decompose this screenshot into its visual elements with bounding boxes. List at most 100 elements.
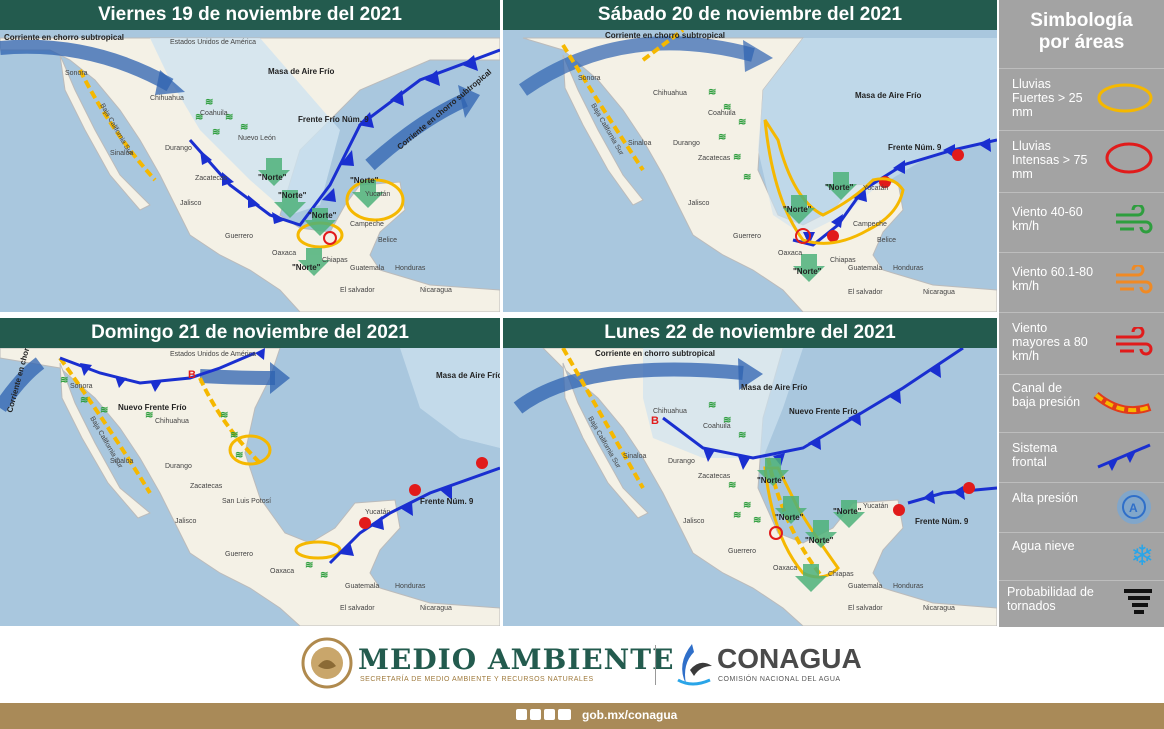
- warm-front-semicircles: [827, 149, 964, 242]
- map-label: Sonora: [578, 75, 601, 82]
- svg-text:≋: ≋: [708, 87, 716, 98]
- map-label: Guatemala: [848, 265, 882, 272]
- legend-item: Alta presión A: [999, 482, 1164, 531]
- air-mass-label: Masa de Aire Frío: [268, 67, 335, 76]
- norte-arrows: [258, 158, 384, 276]
- map-label: Durango: [165, 463, 192, 470]
- map-label: Coahuila: [708, 110, 736, 117]
- map-label: Honduras: [395, 583, 426, 590]
- norte-label: "Norte": [258, 173, 287, 182]
- trough-line: [561, 347, 645, 489]
- cold-front-triangles: [200, 55, 478, 224]
- map-label: El salvador: [340, 605, 375, 612]
- jet-stream-arrow: [0, 39, 174, 92]
- map-label: Guatemala: [350, 265, 384, 272]
- map-label: Durango: [668, 458, 695, 465]
- map-label: Nicaragua: [923, 289, 955, 296]
- air-mass-label: Masa de Aire Frío: [741, 383, 808, 392]
- panel-title: Sábado 20 de noviembre del 2021: [503, 0, 997, 30]
- instagram-icon[interactable]: [544, 709, 555, 720]
- svg-text:≋: ≋: [235, 450, 243, 461]
- svg-text:≋: ≋: [145, 410, 153, 421]
- map-label: Yucatán: [365, 191, 390, 198]
- panel-title: Domingo 21 de noviembre del 2021: [0, 318, 500, 348]
- svg-text:≋: ≋: [320, 570, 328, 581]
- legend-label: Lluvias Fuertes > 25 mm: [1012, 77, 1083, 119]
- map-label: Yucatán: [863, 503, 888, 510]
- low-pressure-label: B: [651, 415, 659, 427]
- map-label: Nuevo León: [238, 135, 276, 142]
- map-label: Campeche: [350, 221, 384, 228]
- legend-item: Probabilidad de tornados: [999, 580, 1164, 627]
- map-label: Belice: [378, 237, 397, 244]
- legend-item: Lluvias Intensas > 75 mm: [999, 130, 1164, 191]
- legend-label: Alta presión: [1012, 491, 1079, 505]
- svg-text:≋: ≋: [743, 500, 751, 511]
- map-label: Coahuila: [200, 110, 228, 117]
- norte-label: "Norte": [825, 183, 854, 192]
- map-label: Guatemala: [848, 583, 882, 590]
- tornado-icon: [1124, 589, 1152, 614]
- mexico-seal-logo: [301, 637, 353, 689]
- map-label: Chiapas: [322, 257, 348, 264]
- cold-front-line: [59, 351, 256, 385]
- map-label: El salvador: [848, 605, 883, 612]
- legend-label: Viento mayores a 80 km/h: [1012, 321, 1088, 363]
- front-label: Frente Frío Núm. 9: [298, 115, 369, 124]
- cold-air-mass: [758, 38, 997, 235]
- legend-label: Canal de baja presión: [1012, 381, 1081, 409]
- jet-stream-arrow: [513, 362, 744, 414]
- legend-panel: Simbología por áreas Lluvias Fuertes > 2…: [999, 0, 1164, 627]
- forecast-panel-friday: Viernes 19 de noviembre del 2021 ≋ ≋ ≋ ≋ ≋: [0, 0, 500, 312]
- map-label: Oaxaca: [270, 568, 294, 575]
- map-label: Yucatán: [863, 185, 888, 192]
- wind-symbols: ≋≋≋≋≋≋≋: [708, 400, 761, 526]
- svg-text:≋: ≋: [225, 112, 233, 123]
- front-label: Frente Núm. 9: [420, 497, 474, 506]
- jet-stream-arrow-2: [0, 357, 45, 412]
- svg-text:≋: ≋: [205, 97, 213, 108]
- norte-label: "Norte": [757, 476, 786, 485]
- svg-text:≋: ≋: [738, 117, 746, 128]
- jet-stream-label: Corriente en chorro subtropical: [396, 67, 494, 151]
- map-label: Estados Unidos de América: [170, 39, 256, 46]
- jet-stream-label: Corriente en chorro subtropical: [605, 31, 725, 40]
- svg-text:≋: ≋: [733, 152, 741, 163]
- svg-text:≋: ≋: [60, 375, 68, 386]
- jet-stream-arrowhead: [155, 70, 185, 95]
- svg-text:≋: ≋: [195, 112, 203, 123]
- red-ellipse-icon: [1105, 142, 1153, 174]
- norte-label: "Norte": [350, 176, 379, 185]
- jet-stream-arrowhead: [743, 40, 773, 72]
- cold-air-mass: [150, 38, 340, 215]
- front-label: Nuevo Frente Frío: [789, 407, 858, 416]
- map-label: Chiapas: [828, 571, 854, 578]
- svg-text:≋: ≋: [80, 395, 88, 406]
- rain-area: [763, 119, 905, 245]
- youtube-icon[interactable]: [558, 709, 571, 720]
- legend-item: Canal de baja presión: [999, 374, 1164, 431]
- map-label: Nicaragua: [923, 605, 955, 612]
- map-label: Estados Unidos de América: [170, 351, 256, 358]
- wind-symbols: ≋≋≋≋≋: [195, 97, 248, 138]
- legend-item: Lluvias Fuertes > 25 mm: [999, 68, 1164, 129]
- facebook-icon[interactable]: [516, 709, 527, 720]
- green-wind-icon: [1116, 205, 1153, 234]
- svg-text:≋: ≋: [305, 560, 313, 571]
- map-label: Honduras: [893, 583, 924, 590]
- twitter-icon[interactable]: [530, 709, 541, 720]
- map-label: Durango: [165, 145, 192, 152]
- front-label: Frente Núm. 9: [915, 517, 969, 526]
- map-label: Sinaloa: [628, 140, 651, 147]
- website-link[interactable]: gob.mx/conagua: [582, 708, 678, 722]
- legend-label: Agua nieve: [1012, 539, 1075, 553]
- bottom-bar: [0, 703, 1164, 729]
- rain-area: [294, 540, 342, 560]
- map-label: El salvador: [340, 287, 375, 294]
- logo-divider: [655, 645, 656, 685]
- map-label: Jalisco: [683, 518, 705, 525]
- map-label: Zacatecas: [698, 473, 731, 480]
- svg-text:≋: ≋: [743, 172, 751, 183]
- norte-label: "Norte": [292, 263, 321, 272]
- baja-peninsula: [562, 54, 644, 206]
